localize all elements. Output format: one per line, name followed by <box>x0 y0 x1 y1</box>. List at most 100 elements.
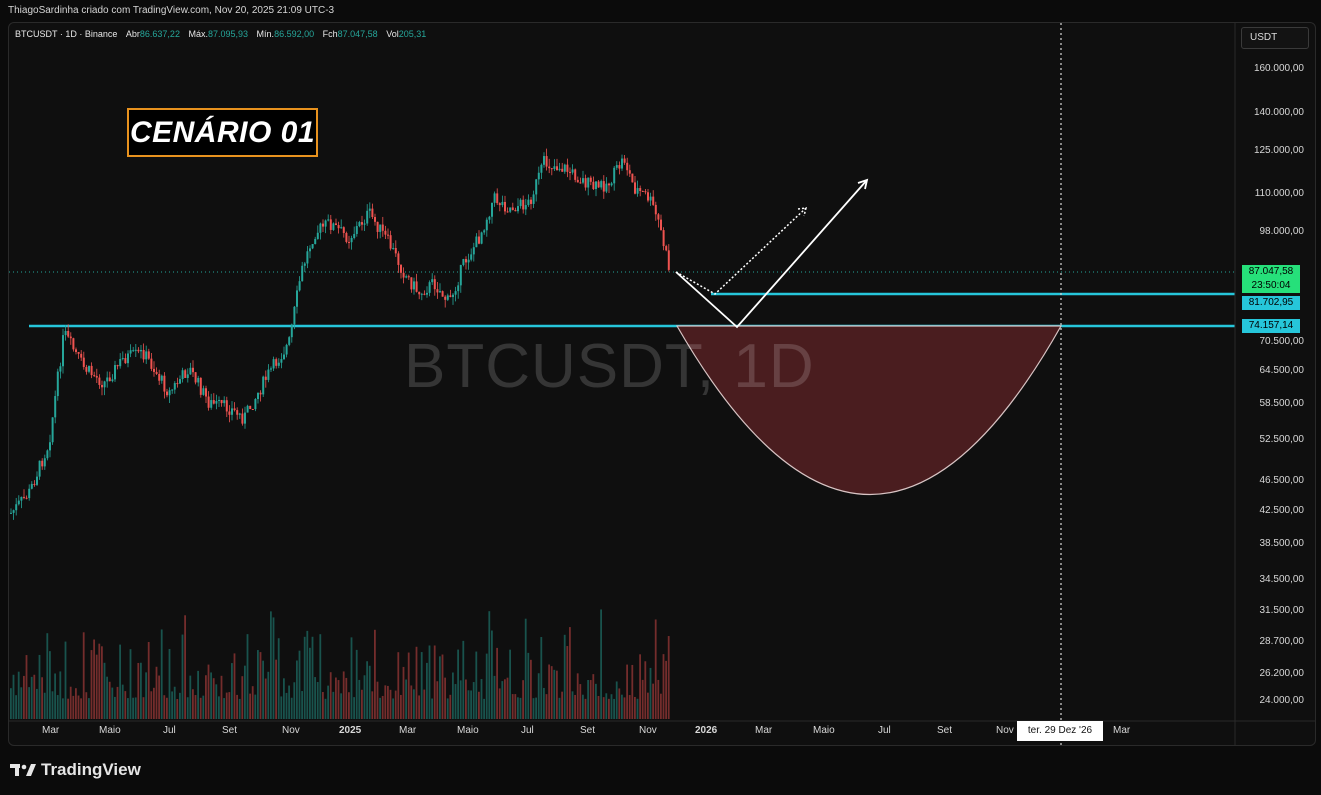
candle-body <box>610 183 613 186</box>
candle-body <box>397 253 400 265</box>
volume-bar <box>662 654 665 719</box>
volume-bar <box>548 664 550 719</box>
chart-panel[interactable]: BTCUSDT · 1D · Binance Abr86.637,22 Máx.… <box>8 22 1316 746</box>
candle-body <box>82 357 85 367</box>
candle-body <box>207 396 210 408</box>
volume-bar <box>569 627 571 719</box>
volume-bar <box>46 633 49 719</box>
volume-bar <box>155 666 158 719</box>
volume-bar <box>176 698 179 719</box>
scenario-annotation[interactable]: CENÁRIO 01 <box>127 108 318 157</box>
candle-body <box>153 368 155 372</box>
candle-body <box>452 294 454 298</box>
candle-body <box>121 358 124 360</box>
volume-bar <box>571 691 574 719</box>
candle-body <box>311 244 314 249</box>
candle-body <box>277 362 280 366</box>
candle-body <box>454 291 457 295</box>
volume-bar <box>137 662 140 719</box>
candle-body <box>358 222 361 227</box>
candle-body <box>249 405 252 410</box>
volume-bar <box>98 643 101 719</box>
volume-bar <box>402 666 405 719</box>
upper-level-tag: 81.702,95 <box>1242 296 1300 310</box>
candle-body <box>446 295 449 300</box>
candle-body <box>602 181 605 192</box>
volume-bar <box>610 694 613 719</box>
volume-bar <box>25 655 28 719</box>
volume-bar <box>584 698 587 719</box>
volume-bar <box>353 697 355 719</box>
candle-body <box>636 188 639 194</box>
currency-button[interactable]: USDT <box>1241 27 1309 49</box>
volume-bar <box>150 691 153 719</box>
volume-bar <box>608 698 610 719</box>
time-axis-label: Set <box>580 725 596 736</box>
candle-body <box>540 164 543 173</box>
candle-body <box>111 379 114 382</box>
volume-bar <box>33 674 36 719</box>
volume-bar <box>639 654 641 719</box>
volume-bar <box>119 644 121 719</box>
candle-body <box>192 367 194 373</box>
volume-bar <box>556 670 558 719</box>
candle-body <box>103 381 106 388</box>
candle-body <box>332 223 335 230</box>
volume-bar <box>228 692 231 719</box>
volume-bar <box>218 696 220 719</box>
volume-bar <box>197 670 199 719</box>
candle-body <box>423 293 426 295</box>
volume-bar <box>652 683 654 719</box>
volume-bar <box>251 686 254 719</box>
volume-bar <box>597 696 600 719</box>
volume-bar <box>231 663 233 719</box>
volume-bar <box>264 678 267 719</box>
volume-bar <box>163 695 166 719</box>
candle-body <box>205 388 207 397</box>
low-value: 86.592,00 <box>274 29 315 39</box>
symbol-label[interactable]: BTCUSDT · 1D · Binance <box>15 29 118 39</box>
volume-bar <box>262 660 264 719</box>
candle-body <box>257 392 259 400</box>
volume-bar <box>259 652 262 719</box>
volume-bar <box>322 692 324 719</box>
volume-bar <box>168 648 171 719</box>
volume-bar <box>90 650 93 719</box>
volume-bar <box>641 679 644 719</box>
time-axis-label: Set <box>937 725 953 736</box>
volume-bar <box>303 636 306 719</box>
candle-body <box>608 183 610 186</box>
volume-bar <box>527 652 530 719</box>
candle-body <box>129 350 132 354</box>
volume-bar <box>636 698 639 719</box>
volume-bar <box>462 640 465 719</box>
candle-body <box>36 476 38 485</box>
candle-body <box>220 399 223 404</box>
candle-body <box>319 223 322 233</box>
volume-bar <box>95 654 98 719</box>
volume-bar <box>51 691 54 719</box>
candle-body <box>72 338 75 350</box>
volume-bar <box>205 675 207 719</box>
tradingview-logo[interactable]: TradingView <box>10 760 141 780</box>
candle-body <box>595 181 597 190</box>
candle-body <box>298 281 301 291</box>
candle-body <box>428 282 431 293</box>
candle-body <box>272 359 275 369</box>
candle-body <box>267 369 270 380</box>
candle-body <box>189 367 192 375</box>
volume-bar <box>306 630 309 719</box>
candle-body <box>80 353 83 358</box>
volume-bar <box>223 698 225 719</box>
volume-bar <box>186 697 189 719</box>
candle-body <box>545 156 548 167</box>
chart-canvas[interactable] <box>9 23 1315 745</box>
volume-bar <box>181 634 184 719</box>
volume-bar <box>441 654 444 719</box>
candle-body <box>465 259 467 263</box>
volume-bar <box>192 689 194 719</box>
volume-bar <box>379 697 381 719</box>
volume-bar <box>158 675 160 719</box>
volume-bar <box>457 649 459 719</box>
volume-bar <box>62 698 64 719</box>
